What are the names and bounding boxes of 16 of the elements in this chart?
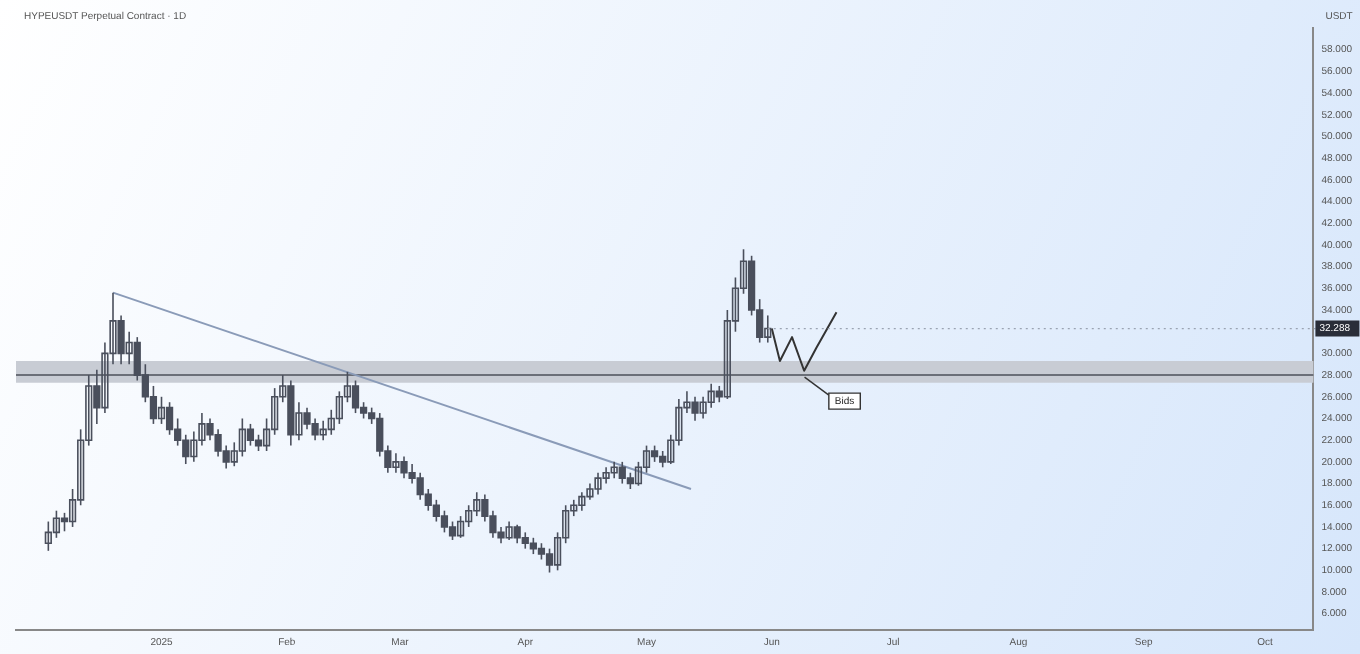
- candlestick: [44, 520, 52, 552]
- candlestick: [238, 417, 246, 458]
- candlestick: [157, 395, 166, 425]
- candlestick: [392, 452, 400, 474]
- candlestick: [610, 461, 618, 479]
- candlestick: [456, 515, 465, 539]
- candlestick: [505, 520, 513, 541]
- candlestick: [594, 471, 602, 496]
- candlestick: [764, 314, 772, 344]
- candlestick: [190, 430, 198, 463]
- candlestick: [335, 390, 343, 425]
- candlestick: [473, 491, 481, 517]
- candlestick: [465, 504, 473, 528]
- candlestick: [52, 509, 61, 539]
- candlestick: [707, 382, 715, 409]
- candlestick: [578, 491, 586, 512]
